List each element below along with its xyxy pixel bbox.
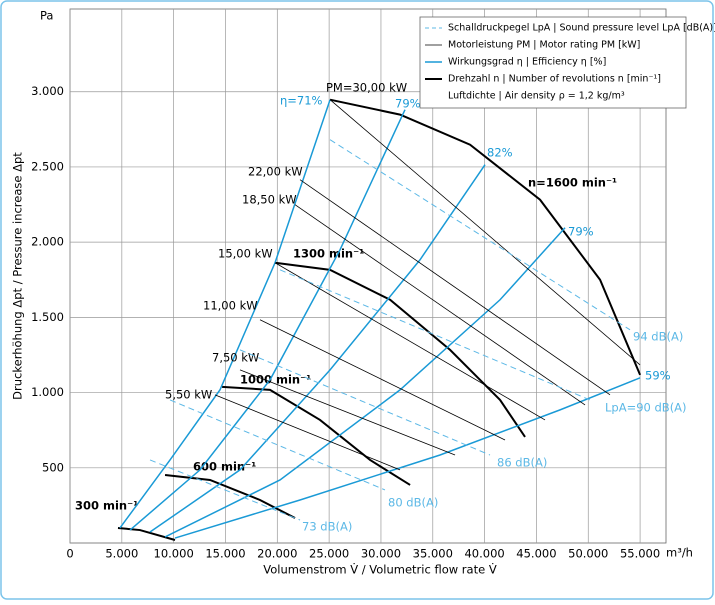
series-label: η=71%: [280, 94, 323, 108]
y-axis-title: Druckerhöhung Δpt / Pressure increase Δp…: [11, 152, 25, 400]
series-label: 18,50 kW: [242, 193, 297, 207]
series-line: [119, 99, 331, 529]
series-label: 79%: [568, 225, 594, 239]
series-label: 80 dB(A): [388, 496, 438, 510]
x-tick-label: 40.000: [464, 547, 504, 561]
series-label: 82%: [487, 146, 513, 160]
series-line: [164, 227, 566, 538]
series-line: [149, 164, 486, 533]
series-line: [329, 139, 631, 331]
series-line: [164, 474, 296, 519]
series-label: 300 min⁻¹: [75, 499, 138, 513]
x-tick-label: 0: [66, 547, 73, 561]
series-line: [239, 369, 456, 456]
y-tick-label: 3.000: [31, 84, 64, 98]
x-tick-label: 35.000: [413, 547, 453, 561]
series-label: 94 dB(A): [633, 330, 683, 344]
series-label: 7,50 kW: [212, 351, 259, 365]
series-line: [294, 204, 586, 406]
series-line: [169, 399, 386, 491]
y-tick-label: 2.000: [31, 235, 64, 249]
x-tick-label: 5.000: [105, 547, 138, 561]
series-label: PM=30,00 kW: [326, 81, 407, 95]
legend-label: Wirkungsgrad η | Efficiency η [%]: [448, 57, 606, 68]
x-tick-label: 45.000: [516, 547, 556, 561]
y-tick-label: 500: [42, 460, 64, 474]
series-line: [299, 179, 611, 396]
series-label: 1000 min⁻¹: [240, 373, 311, 387]
legend-box: [419, 16, 687, 109]
x-tick-label: 15.000: [205, 547, 245, 561]
x-tick-label: 50.000: [568, 547, 608, 561]
series-line: [274, 262, 546, 421]
series-line: [274, 261, 526, 438]
series-line: [279, 269, 591, 401]
series-line: [239, 349, 491, 456]
x-tick-label: 25.000: [309, 547, 349, 561]
series-label: 5,50 kW: [165, 388, 212, 402]
series-label: 79%: [395, 97, 421, 111]
legend-label: Drehzahl n | Number of revolutions n [mi…: [448, 74, 661, 85]
x-tick-label: 30.000: [361, 547, 401, 561]
series-label: 22,00 kW: [248, 165, 303, 179]
series-label: 86 dB(A): [497, 456, 547, 470]
series-label: 11,00 kW: [203, 299, 258, 313]
y-tick-label: 1.500: [31, 310, 64, 324]
series-line: [329, 98, 642, 376]
series-label: LpA=90 dB(A): [605, 401, 687, 415]
series-label: n=1600 min⁻¹: [528, 176, 617, 190]
y-tick-label: 2.500: [31, 159, 64, 173]
legend-label: Schalldruckpegel LpA | Sound pressure le…: [448, 23, 715, 34]
series-label: 1300 min⁻¹: [293, 247, 364, 261]
series-line: [214, 394, 401, 471]
series-label: 15,00 kW: [218, 247, 273, 261]
series-line: [221, 385, 411, 486]
series-label: 73 dB(A): [302, 520, 352, 534]
x-tick-label: 10.000: [154, 547, 194, 561]
y-tick-label: 1.000: [31, 385, 64, 399]
x-unit: m³/h: [666, 546, 693, 560]
series-line: [259, 319, 506, 441]
x-axis-title: Volumenstrom V̇ / Volumetric flow rate V…: [263, 562, 497, 576]
legend-label: Luftdichte | Air density ρ = 1,2 kg/m³: [448, 91, 625, 102]
y-unit: Pa: [40, 9, 53, 23]
x-tick-label: 20.000: [257, 547, 297, 561]
series-label: 59%: [645, 369, 671, 383]
x-tick-label: 55.000: [620, 547, 660, 561]
series-line: [129, 109, 406, 531]
series-line: [329, 99, 641, 366]
series-line: [174, 377, 641, 539]
legend-label: Motorleistung PM | Motor rating PM [kW]: [448, 40, 640, 51]
series-line: [117, 526, 176, 541]
series-line: [149, 459, 301, 521]
